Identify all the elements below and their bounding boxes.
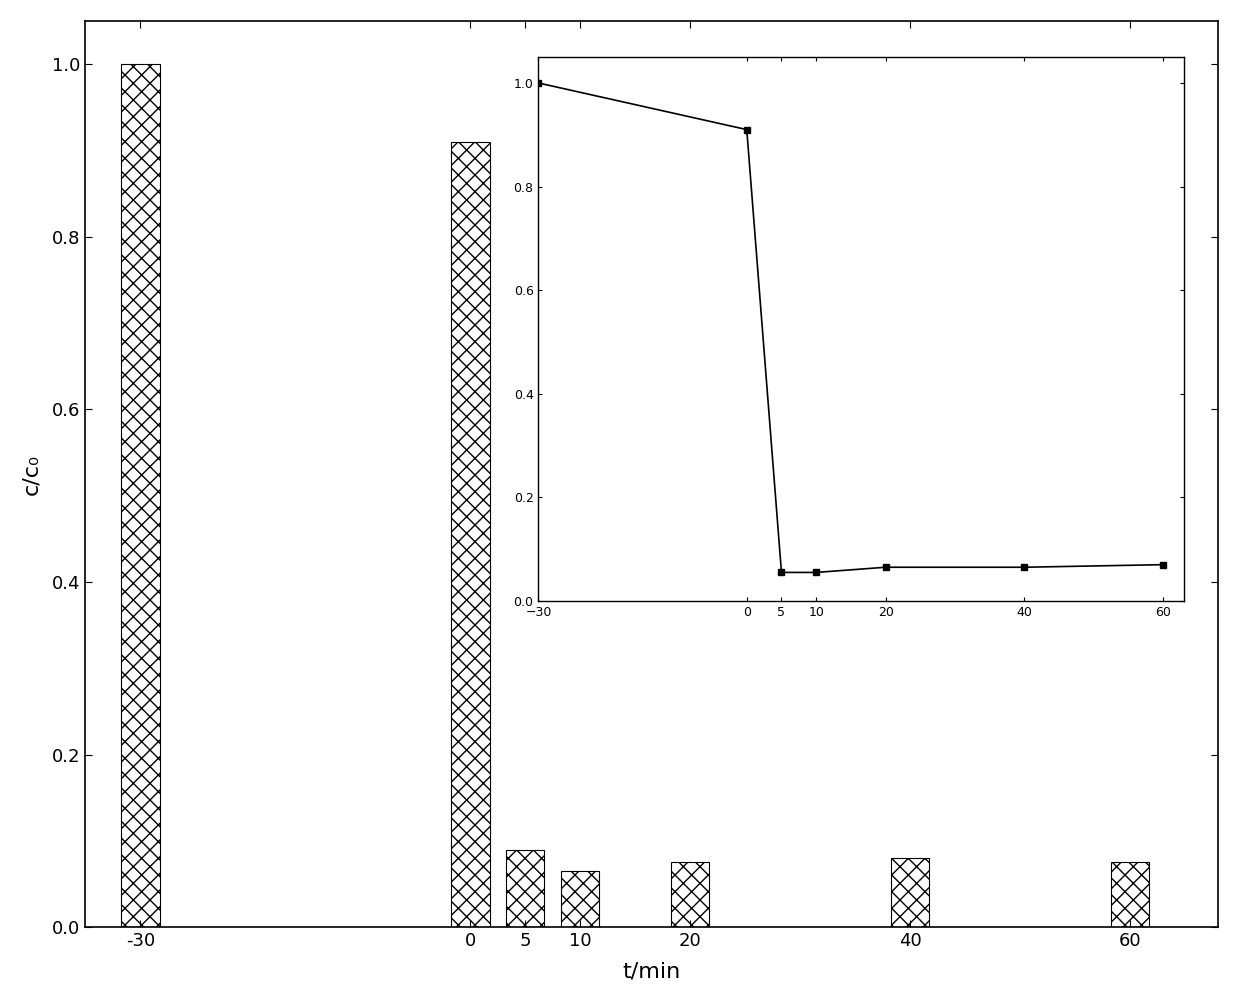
Bar xyxy=(121,64,160,927)
Bar xyxy=(506,850,544,927)
Bar xyxy=(891,858,929,927)
Bar xyxy=(672,863,710,927)
Bar xyxy=(451,141,489,927)
Bar xyxy=(561,871,600,927)
X-axis label: t/min: t/min xyxy=(623,961,681,981)
Bar xyxy=(1111,863,1150,927)
Y-axis label: c/c₀: c/c₀ xyxy=(21,454,41,495)
